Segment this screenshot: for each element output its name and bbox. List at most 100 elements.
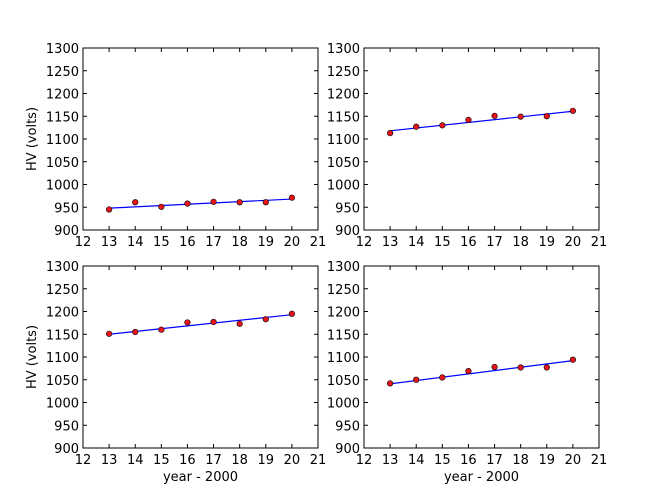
x-tick-label: 19 <box>539 235 556 250</box>
fit-line <box>390 110 573 132</box>
y-tick-label: 1300 <box>46 42 79 57</box>
y-tick-label: 1250 <box>46 283 79 298</box>
x-tick-label: 14 <box>408 235 425 250</box>
y-tick-label: 900 <box>335 224 360 239</box>
x-tick-label: 16 <box>179 235 196 250</box>
data-point <box>158 326 165 333</box>
x-tick-label: 12 <box>356 453 373 468</box>
y-tick-label: 950 <box>335 201 360 216</box>
data-point <box>413 376 420 383</box>
x-tick-label: 13 <box>382 453 399 468</box>
x-tick-label: 14 <box>408 453 425 468</box>
x-tick-label: 16 <box>460 453 477 468</box>
y-tick-label: 1250 <box>327 283 360 298</box>
data-point <box>543 364 550 371</box>
chart-panel-3: 12 13 14 15 16 17 18 19 20 21 900 950 1000 1050 1100 11… <box>25 260 326 485</box>
x-tick-label: 17 <box>486 453 503 468</box>
data-point <box>439 374 446 381</box>
data-point <box>569 107 576 114</box>
fit-line <box>390 360 573 385</box>
y-tick-label: 1050 <box>46 156 79 171</box>
data-point <box>210 318 217 326</box>
x-axis-label: year - 2000 <box>163 470 238 485</box>
y-tick-label: 1150 <box>327 110 360 125</box>
data-point <box>288 310 295 317</box>
y-tick-label: 1200 <box>327 88 360 103</box>
x-tick-label: 13 <box>101 453 118 468</box>
data-point <box>543 113 550 120</box>
y-tick-label: 950 <box>54 419 79 434</box>
y-tick-label: 900 <box>54 442 79 457</box>
y-tick-label: 1050 <box>327 374 360 389</box>
axes-frame <box>363 47 600 231</box>
data-point <box>132 328 139 336</box>
data-point <box>262 199 269 206</box>
data-point <box>465 368 472 375</box>
x-tick-label: 12 <box>75 453 92 468</box>
data-point <box>517 113 524 120</box>
y-tick-label: 900 <box>335 442 360 457</box>
y-tick-label: 1000 <box>46 179 79 194</box>
y-tick-label: 1200 <box>46 88 79 103</box>
x-tick-label: 15 <box>434 453 451 468</box>
chart-panel-4: 12 13 14 15 16 17 18 19 20 21 900 950 1000 1050 1100 11… <box>327 260 607 485</box>
x-tick-label: 19 <box>258 453 275 468</box>
data-point <box>288 194 295 201</box>
y-tick-label: 1050 <box>46 374 79 389</box>
data-point <box>236 199 243 206</box>
x-tick-label: 19 <box>258 235 275 250</box>
y-tick-label: 900 <box>54 224 79 239</box>
x-tick-label: 14 <box>127 235 144 250</box>
data-point <box>517 364 524 371</box>
x-tick-label: 21 <box>591 453 608 468</box>
x-tick-label: 14 <box>127 453 144 468</box>
data-point <box>439 122 446 129</box>
x-tick-label: 17 <box>205 453 222 468</box>
x-tick-label: 16 <box>460 235 477 250</box>
data-point <box>132 199 139 206</box>
chart-panel-2: 12 13 14 15 16 17 18 19 20 21 900 950 1000 1050 1100 11… <box>327 42 607 250</box>
data-point <box>236 320 243 327</box>
y-axis-label: HV (volts) <box>25 107 40 171</box>
fit-line <box>109 314 292 335</box>
fit-line <box>109 198 292 209</box>
y-tick-label: 1050 <box>327 156 360 171</box>
x-tick-label: 12 <box>356 235 373 250</box>
y-tick-label: 1100 <box>327 351 360 366</box>
data-point <box>262 316 269 323</box>
y-tick-label: 1150 <box>46 328 79 343</box>
y-tick-label: 1250 <box>46 65 79 80</box>
x-tick-label: 21 <box>310 453 327 468</box>
data-point <box>184 200 191 207</box>
x-tick-label: 15 <box>153 453 170 468</box>
x-axis-label: year - 2000 <box>444 470 519 485</box>
y-tick-label: 1250 <box>327 65 360 80</box>
axes-frame <box>363 265 600 449</box>
x-tick-label: 21 <box>591 235 608 250</box>
x-tick-label: 21 <box>310 235 327 250</box>
y-tick-label: 1300 <box>327 42 360 57</box>
x-tick-label: 18 <box>231 235 248 250</box>
x-tick-label: 15 <box>153 235 170 250</box>
y-tick-label: 1000 <box>46 397 79 412</box>
x-tick-label: 16 <box>179 453 196 468</box>
data-point <box>491 112 498 119</box>
data-point <box>413 123 420 130</box>
x-tick-label: 20 <box>565 453 582 468</box>
y-tick-label: 1300 <box>327 260 360 275</box>
x-tick-label: 18 <box>231 453 248 468</box>
y-tick-label: 1000 <box>327 397 360 412</box>
data-point <box>210 198 217 205</box>
x-tick-label: 20 <box>284 453 301 468</box>
data-point <box>184 319 191 326</box>
y-tick-label: 1200 <box>327 306 360 321</box>
y-tick-label: 950 <box>335 419 360 434</box>
data-point <box>465 116 472 123</box>
axes-frame <box>82 47 319 231</box>
x-tick-label: 17 <box>205 235 222 250</box>
y-tick-label: 1150 <box>46 110 79 125</box>
y-tick-label: 1000 <box>327 179 360 194</box>
y-tick-label: 1150 <box>327 328 360 343</box>
data-point <box>569 356 576 363</box>
data-point <box>387 129 394 137</box>
